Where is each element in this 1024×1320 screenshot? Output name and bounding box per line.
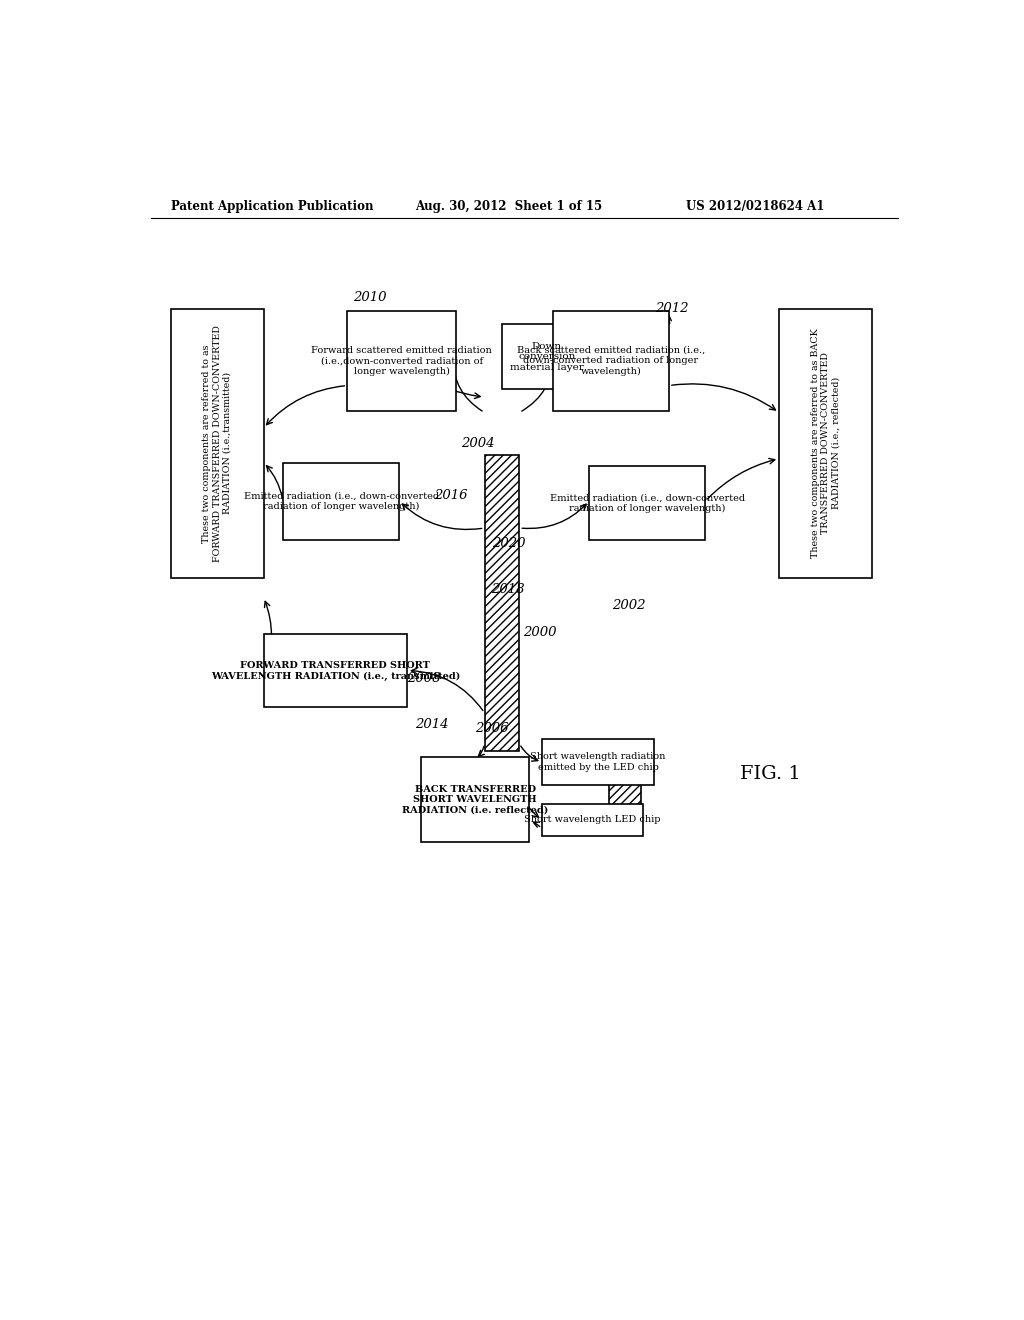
- Bar: [503, 323, 592, 389]
- Text: 2014: 2014: [415, 718, 449, 731]
- Bar: [542, 804, 643, 836]
- Text: 2004: 2004: [461, 437, 495, 450]
- Text: FORWARD TRANSFERRED SHORT
WAVELENGTH RADIATION (i.e., transmitted): FORWARD TRANSFERRED SHORT WAVELENGTH RAD…: [211, 661, 460, 681]
- Text: 2000: 2000: [523, 626, 557, 639]
- Text: 2008: 2008: [407, 672, 440, 685]
- Text: Emitted radiation (i.e., down-converted
radiation of longer wavelength): Emitted radiation (i.e., down-converted …: [244, 491, 438, 511]
- Text: US 2012/0218624 A1: US 2012/0218624 A1: [686, 199, 824, 213]
- Text: Back scattered emitted radiation (i.e.,
down-converted radiation of longer
wavel: Back scattered emitted radiation (i.e., …: [517, 346, 705, 376]
- Text: These two components are referred to as BACK
TRANSFERRED DOWN-CONVERTED
RADIATIO: These two components are referred to as …: [811, 329, 841, 558]
- Text: 2016: 2016: [434, 488, 468, 502]
- Bar: [484, 455, 519, 751]
- Text: 2006: 2006: [475, 722, 509, 735]
- Bar: [553, 312, 669, 411]
- Text: 2002: 2002: [612, 599, 646, 612]
- Bar: [347, 312, 456, 411]
- Text: 2012: 2012: [655, 302, 688, 315]
- Text: Aug. 30, 2012  Sheet 1 of 15: Aug. 30, 2012 Sheet 1 of 15: [415, 199, 602, 213]
- Text: Short wavelength LED chip: Short wavelength LED chip: [524, 816, 660, 824]
- Text: Down
conversion
material layer: Down conversion material layer: [510, 342, 584, 371]
- Text: BACK TRANSFERRED
SHORT WAVELENGTH
RADIATION (i.e. reflected): BACK TRANSFERRED SHORT WAVELENGTH RADIAT…: [402, 785, 548, 814]
- Bar: [779, 309, 872, 578]
- Bar: [283, 462, 399, 540]
- Bar: [608, 775, 641, 821]
- Bar: [263, 635, 407, 708]
- Text: Patent Application Publication: Patent Application Publication: [171, 199, 373, 213]
- Bar: [421, 758, 529, 842]
- Bar: [589, 466, 706, 540]
- Bar: [171, 309, 263, 578]
- Text: Short wavelength radiation
emitted by the LED chip: Short wavelength radiation emitted by th…: [530, 752, 666, 772]
- Text: 2018: 2018: [490, 583, 524, 597]
- Text: 2010: 2010: [352, 290, 386, 304]
- Text: These two components are referred to as
FORWARD TRANSFERRED DOWN-CONVERTED
RADIA: These two components are referred to as …: [202, 325, 232, 562]
- Text: FIG. 1: FIG. 1: [740, 766, 801, 783]
- Text: 2020: 2020: [493, 537, 525, 550]
- Text: Emitted radiation (i.e., down-converted
radiation of longer wavelength): Emitted radiation (i.e., down-converted …: [550, 494, 744, 512]
- Bar: [542, 739, 654, 785]
- Text: Forward scattered emitted radiation
(i.e.,down-converted radiation of
longer wav: Forward scattered emitted radiation (i.e…: [311, 346, 492, 376]
